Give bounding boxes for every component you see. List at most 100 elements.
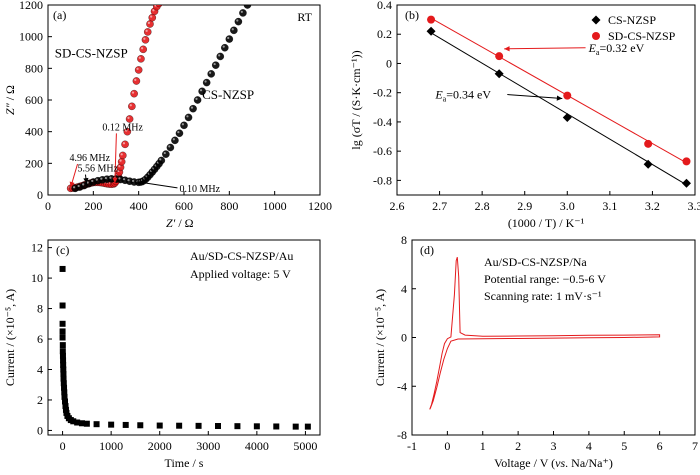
x-tick-label: -1 [407, 439, 417, 453]
data-point-highlight [222, 45, 225, 48]
data-point-highlight [122, 142, 126, 145]
x-axis-label: Z′ / Ω [166, 216, 194, 230]
condition-text: Potential range: −0.5-6 V [484, 272, 606, 286]
x-tick-label: 0 [444, 439, 450, 453]
series-label-sd-cs-nzsp: SD-CS-NZSP [55, 45, 128, 60]
data-point-highlight [138, 56, 141, 59]
data-point [253, 423, 260, 430]
y-tick-label: 1000 [19, 30, 43, 44]
y-tick-label: 1200 [19, 0, 43, 12]
data-point [184, 113, 193, 122]
x-tick-label: 3.1 [602, 199, 617, 213]
panel-label: (a) [53, 8, 66, 22]
data-point [211, 61, 220, 69]
arrow-head [83, 177, 89, 184]
data-point [155, 5, 163, 8]
x-tick-label: 1 [480, 439, 486, 453]
data-point [243, 5, 252, 9]
x-axis-label-unit: / Ω [175, 216, 193, 230]
data-point [162, 150, 170, 158]
data-point-highlight [104, 176, 107, 180]
panel-label: (b) [405, 8, 419, 22]
data-point [108, 421, 115, 428]
activation-energy-subscript: a [596, 48, 600, 57]
x-tick-label: 2.9 [517, 199, 532, 213]
annotation-arrow [504, 47, 586, 50]
data-point [157, 156, 166, 165]
series-current [59, 265, 311, 430]
activation-energy-label: Ea=0.32 eV [588, 41, 645, 57]
legend: CS-NZSP SD-CS-NZSP [591, 13, 676, 43]
legend-label-cs-nzsp: CS-NZSP [608, 13, 656, 27]
x-axis-label: (1000 / T) / K⁻¹ [508, 216, 585, 230]
x-tick-label: 2.7 [432, 199, 447, 213]
data-point [59, 320, 66, 327]
data-point [130, 89, 138, 98]
series-sd-cs-nzsp [427, 15, 691, 166]
arrow-head [69, 181, 75, 188]
activation-energy-symbol: E [588, 41, 597, 55]
data-point [682, 157, 691, 166]
panel-label: (d) [420, 243, 434, 257]
data-point [146, 20, 154, 28]
y-tick-label: 800 [25, 61, 43, 75]
annotation-arrow [507, 94, 563, 100]
data-point [644, 139, 653, 148]
data-point-highlight [91, 179, 94, 183]
x-tick-label: 5 [621, 439, 627, 453]
x-tick-label: 600 [175, 199, 193, 213]
cv-curve [429, 256, 661, 410]
fit-line [430, 17, 687, 164]
data-point [61, 384, 68, 391]
y-tick-label: 12 [31, 241, 43, 255]
data-point [137, 422, 144, 429]
arrow-head [556, 95, 563, 101]
data-point [62, 403, 69, 410]
frequency-label: 4.96 MHz [70, 153, 111, 164]
y-tick-label: -0.8 [373, 173, 392, 187]
data-point [59, 352, 66, 359]
y-tick-label: -8 [397, 428, 407, 442]
panel-a: 0 200 400 600 800 1000 1200 0 200 400 600 800 1000 12… [3, 0, 332, 230]
x-tick-label: 1000 [263, 199, 287, 213]
data-point [239, 9, 247, 17]
x-axis-label-pre: Voltage / V ( [494, 456, 555, 470]
x-axis-label-vs: vs [555, 456, 565, 470]
data-point [93, 421, 100, 428]
data-point-highlight [209, 71, 212, 74]
data-point-highlight [136, 67, 139, 70]
y-tick-label: 8 [401, 233, 407, 247]
data-point-highlight [218, 54, 221, 57]
data-point [139, 45, 147, 54]
y-tick-label: -0.6 [373, 144, 392, 158]
y-axis-label: Z″ / Ω [3, 85, 17, 115]
data-point-highlight [120, 153, 123, 156]
y-tick-label: 10 [31, 271, 43, 285]
x-axis-label: Time / s [165, 456, 204, 470]
data-point-highlight [147, 21, 150, 24]
data-point-highlight [227, 36, 230, 40]
data-point-highlight [157, 1, 159, 3]
data-point [234, 17, 243, 26]
data-point [148, 13, 157, 22]
data-point-highlight [73, 186, 76, 189]
data-point [134, 66, 143, 74]
y-tick-label: 200 [25, 156, 43, 170]
y-axis-label: Current / (×10⁻⁵, A) [373, 289, 387, 386]
y-tick-label: 8 [37, 302, 43, 316]
frequency-label: 5.56 MHz [77, 164, 118, 175]
y-tick-label: 0.2 [377, 27, 392, 41]
data-point-highlight [82, 183, 85, 186]
series-label-cs-nzsp: CS-NZSP [202, 87, 254, 102]
y-tick-label: 0 [37, 188, 43, 202]
data-point [60, 380, 67, 387]
data-point [426, 26, 436, 36]
panel-label: (c) [56, 243, 69, 257]
data-point [221, 44, 229, 52]
data-point-highlight [236, 19, 239, 22]
data-point-highlight [145, 29, 148, 32]
annotation-arrow [138, 181, 178, 189]
data-point [59, 265, 66, 272]
data-point-highlight [163, 151, 166, 155]
y-tick-label: 4 [37, 362, 43, 376]
